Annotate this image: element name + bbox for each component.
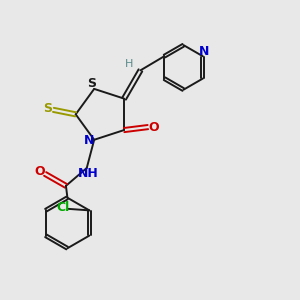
Text: NH: NH [78, 167, 99, 180]
Text: H: H [125, 59, 133, 69]
Text: S: S [44, 103, 52, 116]
Text: O: O [148, 121, 158, 134]
Text: N: N [84, 134, 94, 147]
Text: Cl: Cl [56, 202, 70, 214]
Text: S: S [87, 77, 96, 90]
Text: O: O [34, 165, 45, 178]
Text: N: N [199, 45, 209, 58]
